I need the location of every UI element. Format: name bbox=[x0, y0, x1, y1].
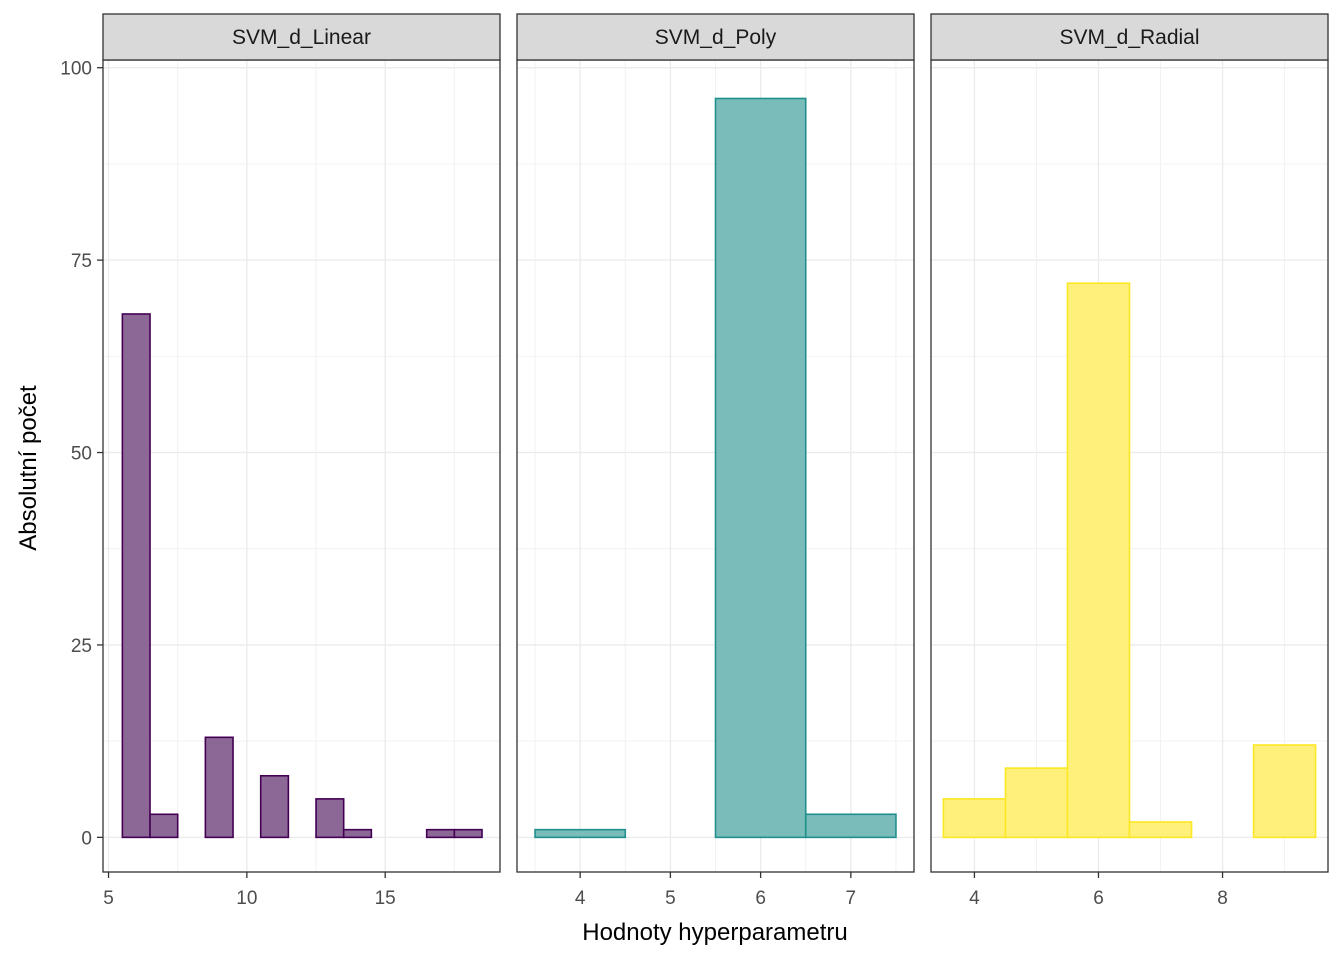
x-tick-label: 5 bbox=[665, 888, 676, 909]
histogram-bar bbox=[1066, 282, 1131, 839]
x-tick-label: 6 bbox=[755, 888, 766, 909]
y-tick-label: 100 bbox=[60, 59, 92, 80]
panel-2: 4 5 6 7 SVM_d_Poly bbox=[516, 13, 915, 909]
panel-background bbox=[103, 60, 500, 872]
panel-3: 4 6 8 SVM_d_Radial bbox=[930, 13, 1329, 909]
facet-strip-label: SVM_d_Linear bbox=[232, 26, 371, 49]
facet-strip bbox=[102, 13, 501, 61]
histogram-bar bbox=[804, 813, 897, 839]
y-tick-label: 50 bbox=[71, 444, 92, 465]
x-tick-label: 15 bbox=[375, 888, 396, 909]
histogram-bar bbox=[942, 798, 1007, 839]
histogram-bar bbox=[714, 97, 807, 839]
facet-strip-label: SVM_d_Poly bbox=[655, 26, 777, 49]
x-tick-label: 4 bbox=[969, 888, 980, 909]
x-tick-label: 4 bbox=[575, 888, 586, 909]
x-tick-label: 7 bbox=[846, 888, 857, 909]
y-tick-label: 0 bbox=[81, 828, 92, 849]
histogram-bar bbox=[204, 736, 234, 839]
y-axis-title: Absolutní počet bbox=[15, 385, 42, 551]
y-tick-label: 75 bbox=[71, 251, 92, 272]
histogram-bar bbox=[1004, 767, 1069, 839]
x-tick-label: 6 bbox=[1093, 888, 1104, 909]
y-axis: 0 25 50 75 100 bbox=[60, 59, 103, 849]
histogram-bar bbox=[425, 828, 456, 839]
histogram-bar bbox=[534, 828, 627, 839]
histogram-bar bbox=[121, 313, 151, 839]
histogram-bar bbox=[453, 828, 483, 839]
histogram-bar bbox=[149, 813, 179, 839]
x-axis-title: Hodnoty hyperparametru bbox=[582, 919, 847, 946]
x-tick-label: 8 bbox=[1217, 888, 1228, 909]
facet-strip bbox=[930, 13, 1329, 61]
x-tick-label: 10 bbox=[236, 888, 257, 909]
histogram-bar bbox=[1252, 744, 1317, 839]
facet-strip bbox=[516, 13, 915, 61]
histogram-bar bbox=[315, 798, 345, 839]
x-tick-label: 5 bbox=[103, 888, 114, 909]
histogram-bar bbox=[342, 828, 373, 839]
histogram-bar bbox=[259, 774, 290, 839]
histogram-bar bbox=[1128, 821, 1193, 839]
facet-strip-label: SVM_d_Radial bbox=[1059, 26, 1199, 49]
panel-1: 5 10 15 SVM_d_Linear bbox=[102, 13, 501, 909]
y-tick-label: 25 bbox=[71, 636, 92, 657]
panels-group: 5 10 15 SVM_d_Linear 4 5 6 7 SVM_d_Poly 4 6 8 SVM_d_… bbox=[102, 13, 1329, 909]
